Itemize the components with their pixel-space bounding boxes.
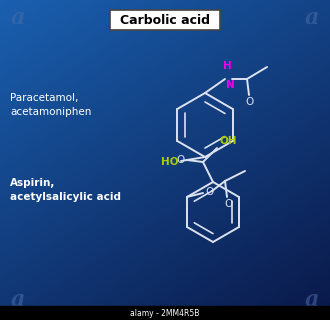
Text: OH: OH [219, 136, 237, 146]
Text: O: O [205, 187, 213, 197]
Text: O: O [177, 155, 185, 165]
Text: O: O [224, 199, 232, 209]
Text: a: a [11, 289, 25, 311]
Text: Paracetamol,
acetamoniphen: Paracetamol, acetamoniphen [10, 93, 91, 117]
Text: a: a [305, 7, 319, 29]
Text: alamy - 2MM4R5B: alamy - 2MM4R5B [130, 308, 200, 317]
Text: a: a [11, 7, 25, 29]
Text: HO: HO [161, 157, 179, 167]
Text: Carbolic acid: Carbolic acid [120, 13, 210, 27]
FancyBboxPatch shape [110, 10, 220, 30]
Text: Aspirin,
acetylsalicylic acid: Aspirin, acetylsalicylic acid [10, 178, 121, 202]
Text: H: H [223, 61, 232, 71]
Text: N: N [226, 80, 235, 90]
Text: O: O [246, 97, 254, 107]
Text: a: a [305, 289, 319, 311]
